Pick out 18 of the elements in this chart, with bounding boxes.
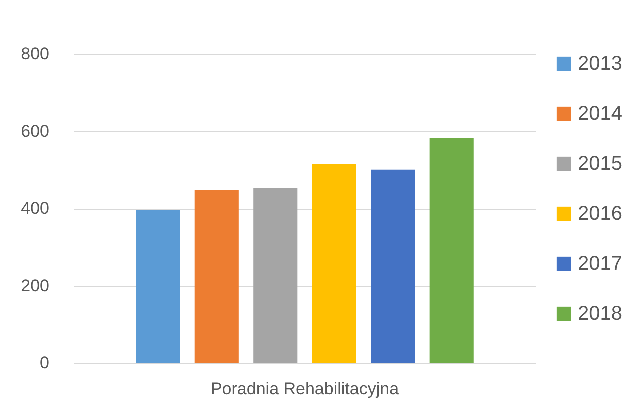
legend-label: 2015 (578, 153, 622, 175)
bar (371, 170, 416, 363)
bar (254, 188, 298, 363)
y-tick-label: 200 (21, 276, 50, 296)
y-tick-label: 400 (21, 199, 50, 218)
bar (136, 210, 180, 363)
legend-label: 2016 (578, 203, 622, 225)
y-tick-label: 0 (40, 354, 50, 372)
x-tick-label: Poradnia Rehabilitacyjna (210, 380, 400, 398)
bar (312, 164, 356, 363)
legend-label: 2017 (578, 253, 622, 275)
y-tick-label: 800 (21, 44, 50, 64)
legend-label: 2018 (578, 303, 622, 325)
legend-label: 2014 (578, 103, 622, 125)
bar (430, 138, 474, 363)
y-tick-label: 600 (21, 122, 50, 141)
legend-label: 2013 (578, 53, 622, 75)
bar (194, 190, 239, 363)
